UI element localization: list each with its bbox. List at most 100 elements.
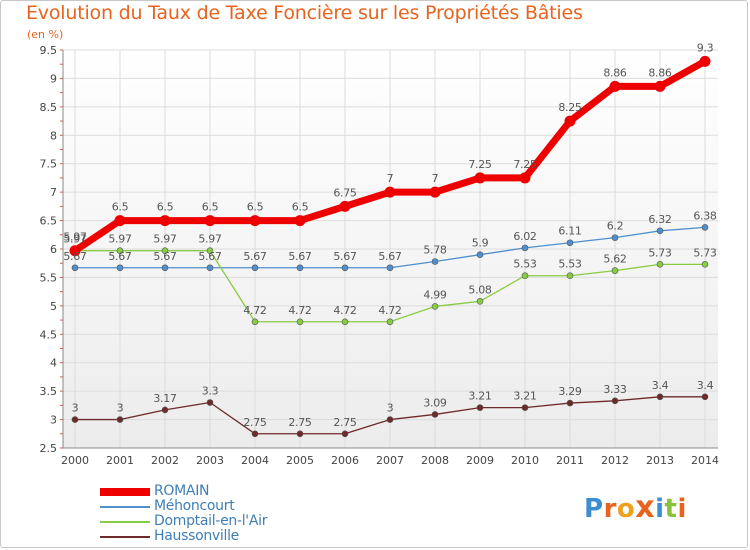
data-label: 5.73	[693, 246, 717, 259]
data-label: 5.97	[63, 233, 87, 246]
data-label: 3.21	[513, 390, 536, 403]
x-tick-label: 2014	[691, 454, 719, 467]
y-tick-label: 3	[50, 414, 57, 427]
data-label: 5.97	[63, 231, 87, 244]
y-tick-label: 8.5	[40, 101, 58, 114]
data-point	[71, 264, 79, 272]
data-point	[611, 397, 619, 405]
data-label: 5.67	[153, 250, 177, 263]
logo-letter: t	[664, 494, 678, 524]
logo-letter: r	[603, 494, 617, 524]
data-point	[474, 172, 486, 184]
data-point	[206, 399, 214, 406]
data-label: 6.5	[202, 201, 219, 214]
y-tick-label: 2.5	[40, 442, 58, 455]
data-label: 6.2	[607, 220, 624, 233]
x-tick-label: 2010	[511, 454, 539, 467]
data-point	[339, 200, 351, 212]
x-tick-label: 2013	[646, 454, 674, 467]
data-point	[294, 215, 306, 227]
data-point	[566, 399, 574, 407]
data-label: 6.11	[558, 225, 581, 238]
legend-label: Méhoncourt	[154, 498, 235, 514]
y-tick-label: 8	[50, 129, 57, 142]
data-point	[206, 264, 214, 272]
data-label: 5.9	[472, 237, 489, 250]
data-label: 6.5	[112, 201, 129, 214]
data-label: 5.97	[198, 233, 222, 246]
data-point	[476, 298, 484, 305]
data-label: 6.32	[648, 213, 671, 226]
legend-item: Haussonville	[100, 529, 267, 544]
data-point	[431, 303, 439, 310]
data-point	[386, 416, 394, 423]
data-point	[116, 247, 124, 255]
data-point	[521, 244, 529, 252]
data-label: 5.97	[153, 233, 177, 246]
chart-legend: ROMAIN Méhoncourt Domptail-en-l'Air Hausson…	[100, 484, 267, 544]
x-tick-label: 2011	[556, 454, 584, 467]
data-label: 9.3	[697, 41, 714, 54]
data-point	[251, 318, 259, 326]
x-tick-label: 2008	[421, 454, 449, 467]
legend-item: Domptail-en-l'Air	[100, 514, 267, 529]
y-tick-label: 6.5	[40, 215, 58, 228]
legend-swatch	[100, 487, 150, 496]
data-label: 5.78	[423, 244, 447, 257]
logo-letter: P	[584, 494, 604, 524]
proxiti-logo: Proxiti	[584, 490, 687, 525]
data-point	[251, 264, 259, 272]
data-point	[69, 245, 81, 257]
data-point	[161, 264, 169, 272]
data-label: 5.53	[513, 258, 537, 271]
data-point	[701, 393, 709, 401]
y-tick-label: 9	[50, 72, 57, 85]
data-label: 7.25	[468, 158, 492, 171]
data-label: 5.67	[378, 250, 402, 263]
legend-item: Méhoncourt	[100, 499, 267, 514]
data-label: 6.5	[292, 201, 309, 214]
logo-letter: i	[677, 494, 687, 524]
data-point	[521, 404, 529, 411]
y-tick-label: 5.5	[40, 271, 58, 284]
x-tick-label: 2005	[286, 454, 314, 467]
data-point	[519, 172, 531, 184]
y-tick-label: 7.5	[40, 158, 58, 171]
data-label: 5.67	[288, 250, 312, 263]
data-label: 4.72	[243, 304, 266, 317]
legend-label: Haussonville	[154, 528, 239, 544]
data-label: 5.67	[198, 250, 222, 263]
data-point	[341, 264, 349, 272]
data-label: 6.5	[157, 201, 174, 214]
chart-title: Evolution du Taux de Taxe Foncière sur l…	[26, 2, 583, 24]
data-label: 6.02	[513, 230, 536, 243]
y-tick-label: 7	[50, 186, 57, 199]
data-label: 5.62	[603, 253, 626, 266]
x-tick-label: 2007	[376, 454, 404, 467]
y-tick-label: 4.5	[40, 328, 58, 341]
data-label: 3.3	[202, 385, 219, 398]
data-point	[341, 430, 349, 438]
data-label: 3.29	[558, 385, 582, 398]
data-label: 5.67	[333, 250, 357, 263]
x-tick-label: 2009	[466, 454, 494, 467]
data-label: 4.72	[333, 304, 356, 317]
data-point	[701, 261, 709, 268]
data-label: 5.73	[648, 246, 672, 259]
data-label: 7	[432, 172, 439, 185]
data-point	[656, 393, 664, 401]
x-tick-label: 2002	[151, 454, 179, 467]
data-label: 7.25	[513, 158, 537, 171]
legend-swatch	[100, 505, 150, 508]
legend-swatch	[100, 535, 150, 538]
data-point	[609, 80, 621, 92]
data-point	[611, 267, 619, 274]
data-point	[251, 430, 259, 438]
data-point	[71, 416, 79, 423]
data-point	[161, 247, 169, 255]
data-label: 5.67	[63, 250, 87, 263]
data-point	[564, 115, 576, 127]
legend-label: Domptail-en-l'Air	[154, 513, 268, 529]
data-label: 2.75	[243, 416, 267, 429]
